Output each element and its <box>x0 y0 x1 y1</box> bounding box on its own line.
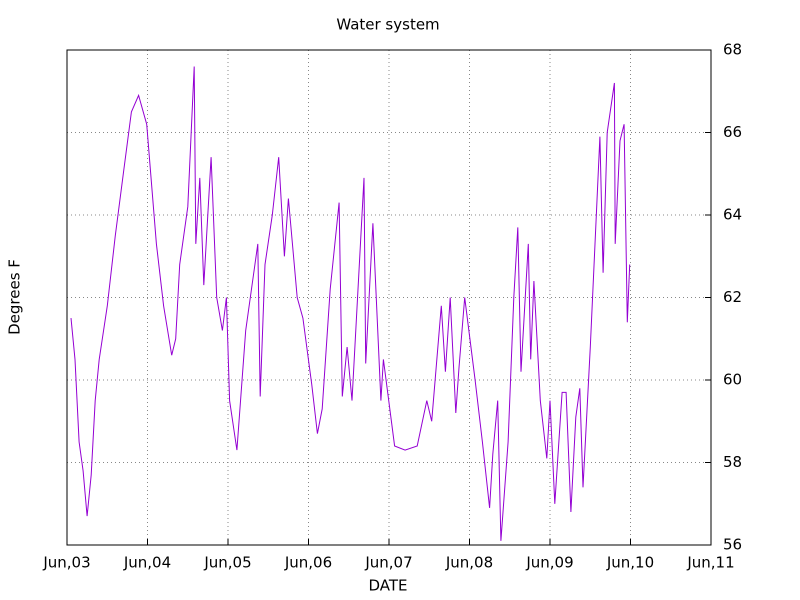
x-tick-label: Jun,08 <box>445 554 493 572</box>
x-tick-label: Jun,06 <box>284 554 332 572</box>
y-tick-label: 60 <box>723 371 742 389</box>
y-tick-label: 66 <box>723 123 742 141</box>
chart-title: Water system <box>336 16 439 34</box>
x-tick-label: Jun,07 <box>364 554 412 572</box>
x-tick-label: Jun,10 <box>606 554 654 572</box>
y-tick-label: 56 <box>723 536 742 554</box>
y-tick-label: 58 <box>723 453 742 471</box>
y-tick-label: 68 <box>723 41 742 59</box>
x-axis-label: DATE <box>368 577 407 595</box>
x-tick-label: Jun,03 <box>42 554 90 572</box>
x-tick-label: Jun,05 <box>203 554 251 572</box>
y-tick-label: 64 <box>723 206 742 224</box>
data-line <box>70 66 631 541</box>
plot-frame <box>66 49 712 546</box>
x-tick-label: Jun,04 <box>123 554 171 572</box>
x-tick-label: Jun,09 <box>525 554 573 572</box>
x-tick-label: Jun,11 <box>686 554 734 572</box>
y-axis-label: Degrees F <box>6 259 24 335</box>
y-tick-label: 62 <box>723 288 742 306</box>
